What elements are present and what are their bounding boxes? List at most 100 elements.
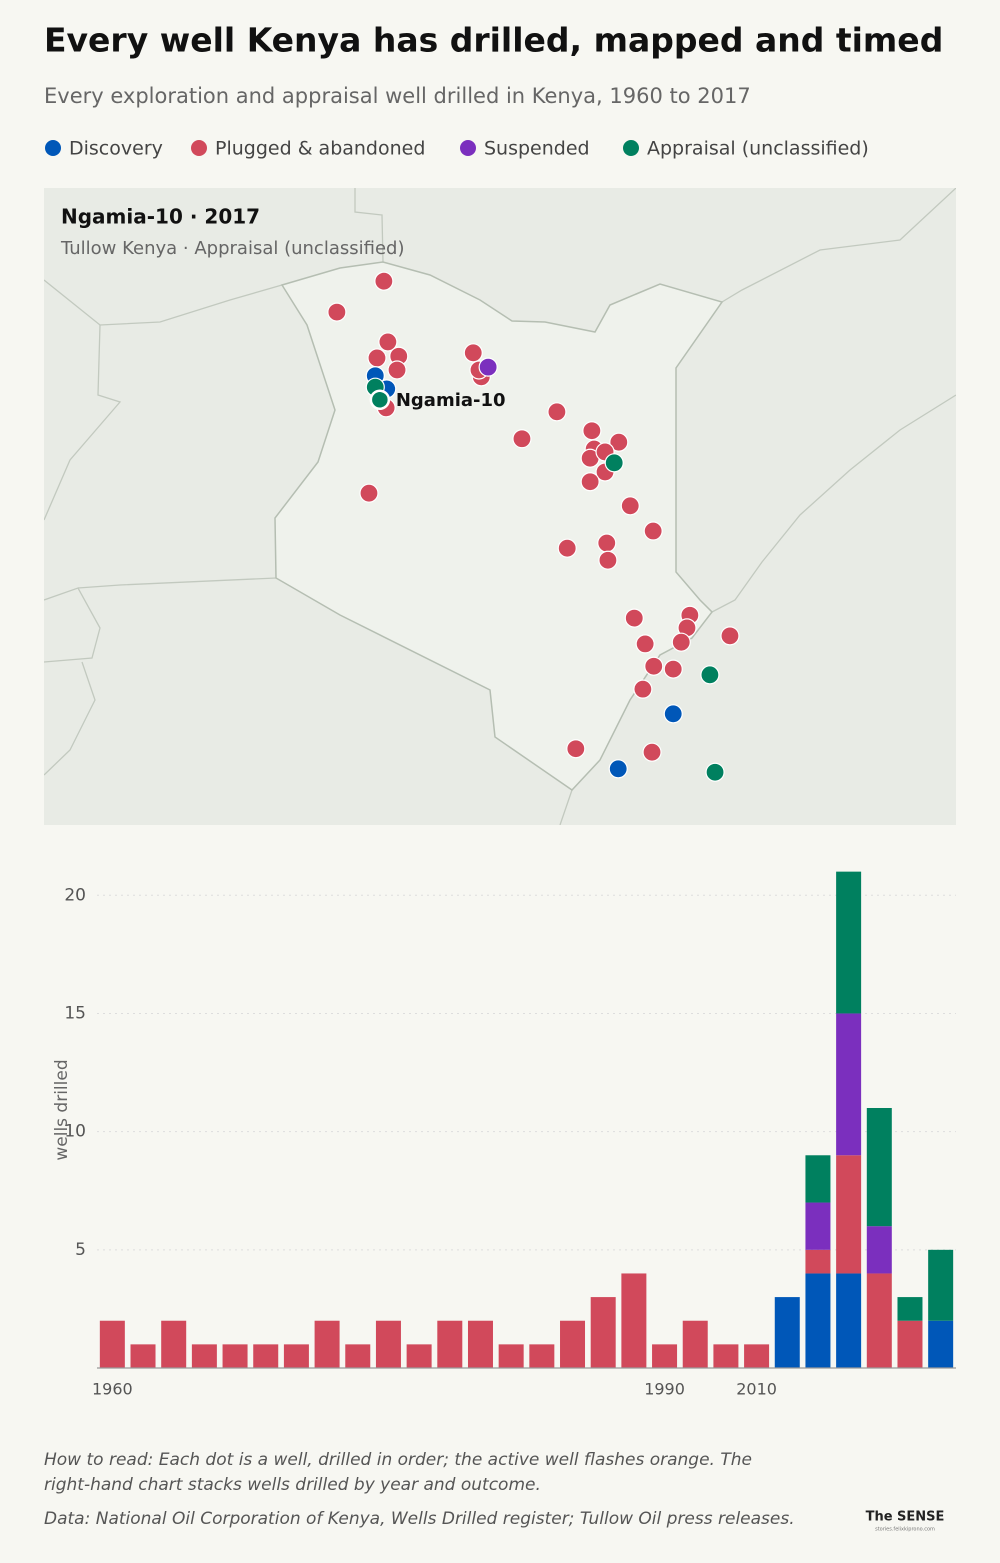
bar-segment: [437, 1320, 463, 1368]
y-tick-label: 15: [64, 1003, 86, 1023]
well: [597, 533, 617, 553]
y-tick-label: 20: [64, 885, 86, 905]
info-heading: Ngamia-10 · 2017: [61, 205, 260, 229]
well: [642, 742, 662, 762]
bar-segment: [529, 1344, 555, 1368]
well: [663, 704, 683, 724]
wells: Ngamia-10: [327, 271, 740, 782]
note: Data: National Oil Corporation of Kenya,…: [44, 1509, 795, 1529]
bar-segment: [836, 1273, 862, 1368]
bar-segment: [805, 1202, 831, 1250]
title: Every well Kenya has drilled, mapped and…: [44, 21, 943, 60]
well: [566, 739, 586, 759]
well: [580, 472, 600, 492]
bar-segment: [805, 1249, 831, 1274]
bar-segment: [498, 1344, 524, 1368]
bar-segment: [805, 1273, 831, 1368]
y-tick-label: 10: [64, 1122, 86, 1142]
info-detail: Tullow Kenya · Appraisal (unclassified): [60, 238, 404, 259]
legend-swatch: [45, 140, 61, 156]
brand: The SENSE: [866, 1510, 945, 1525]
well: [374, 271, 394, 291]
well: [671, 632, 691, 652]
bar-segment: [283, 1344, 309, 1368]
well: [663, 659, 683, 679]
bar-segment: [590, 1297, 616, 1368]
bar-segment: [866, 1273, 892, 1368]
legend-label: Suspended: [484, 138, 590, 160]
well: [598, 550, 618, 570]
x-tick-label: 1990: [644, 1380, 685, 1399]
x-tick-label: 1960: [92, 1380, 133, 1399]
bar-segment: [836, 1155, 862, 1274]
bar-segment: [805, 1155, 831, 1203]
bar-segment: [928, 1249, 954, 1321]
map: Ngamia-10: [44, 188, 956, 825]
well: [609, 432, 629, 452]
well: [705, 762, 725, 782]
bar-segment: [836, 1013, 862, 1156]
bar-chart: 5 10 15 20 wells drilled 1960 1990 2010: [52, 871, 956, 1399]
well: [644, 656, 664, 676]
well-label: Ngamia-10: [396, 390, 506, 411]
bar-segment: [866, 1226, 892, 1274]
note: How to read: Each dot is a well, drilled…: [44, 1450, 752, 1470]
bar-segment: [652, 1344, 678, 1368]
well: [624, 608, 644, 628]
y-tick-label: 5: [75, 1240, 86, 1260]
well: [387, 360, 407, 380]
well: [327, 302, 347, 322]
bar-segment: [161, 1320, 187, 1368]
bar-segment: [375, 1320, 401, 1368]
well: [359, 483, 379, 503]
bar-segment: [682, 1320, 708, 1368]
well: [478, 357, 498, 377]
bar-segment: [253, 1344, 279, 1368]
well: [367, 348, 387, 368]
bar-segment: [866, 1108, 892, 1227]
bar-segment: [621, 1273, 647, 1368]
legend-label: Discovery: [69, 138, 163, 160]
well: [369, 389, 391, 411]
bar-segment: [314, 1320, 340, 1368]
well: [635, 634, 655, 654]
bar-segment: [222, 1344, 248, 1368]
site: stories.felixkiprono.com: [875, 1527, 935, 1533]
bar-segment: [897, 1320, 923, 1368]
well: [463, 343, 483, 363]
legend-swatch: [623, 140, 639, 156]
well: [620, 496, 640, 516]
bar-segment: [345, 1344, 371, 1368]
well: [643, 521, 663, 541]
well: [608, 759, 628, 779]
legend-swatch: [460, 140, 476, 156]
bar-segment: [467, 1320, 493, 1368]
note: right-hand chart stacks wells drilled by…: [44, 1475, 541, 1495]
bar-segment: [897, 1297, 923, 1321]
bar-segment: [99, 1320, 125, 1368]
legend: Discovery Plugged & abandoned Suspended App…: [45, 138, 869, 160]
bar-segment: [713, 1344, 739, 1368]
legend-label: Plugged & abandoned: [215, 138, 425, 160]
legend-swatch: [191, 140, 207, 156]
well: [700, 665, 720, 685]
bar-segment: [130, 1344, 156, 1368]
well: [582, 421, 602, 441]
x-tick-label: 2010: [736, 1380, 777, 1399]
well: [604, 453, 624, 473]
bar-segment: [560, 1320, 586, 1368]
bar-segment: [744, 1344, 770, 1368]
well: [720, 626, 740, 646]
bar-segment: [928, 1320, 954, 1368]
borders: [44, 188, 956, 825]
legend-label: Appraisal (unclassified): [647, 138, 869, 160]
y-axis-label: wells drilled: [52, 1059, 72, 1160]
well: [547, 402, 567, 422]
bar-segment: [774, 1297, 800, 1368]
subtitle: Every exploration and appraisal well dri…: [44, 84, 751, 108]
bar-segment: [406, 1344, 432, 1368]
well: [633, 679, 653, 699]
well: [557, 538, 577, 558]
well: [512, 429, 532, 449]
